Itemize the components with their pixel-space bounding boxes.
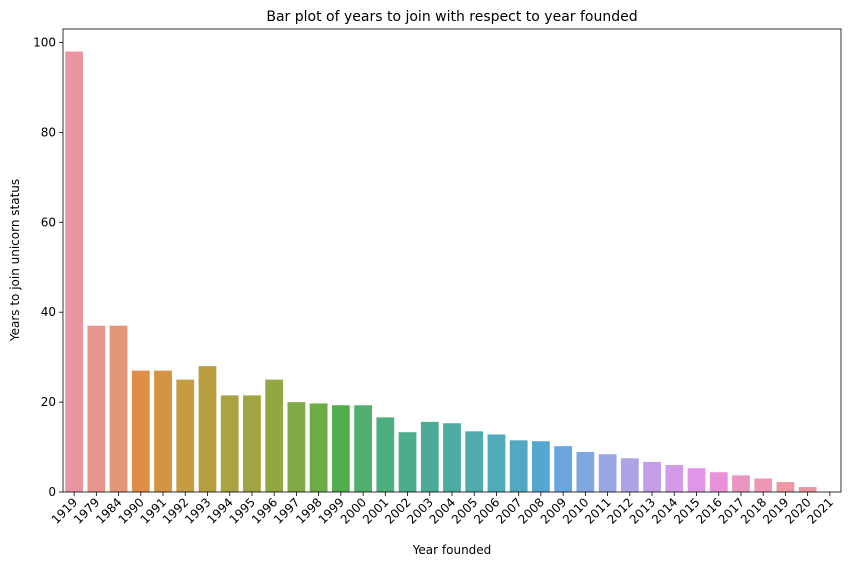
- bar-2008: [532, 441, 550, 492]
- bar-1984: [109, 325, 128, 492]
- bar-2000: [354, 405, 372, 492]
- bar-1990: [131, 370, 150, 492]
- bar-1995: [243, 395, 261, 492]
- plot-frame: [62, 28, 842, 493]
- x-axis-label: Year founded: [412, 543, 492, 557]
- bar-2012: [620, 458, 639, 492]
- bar-1996: [265, 379, 284, 492]
- bar-2006: [487, 434, 506, 492]
- bar-2017: [732, 475, 750, 492]
- y-tick-label: 40: [41, 305, 56, 319]
- bar-2018: [754, 478, 773, 492]
- y-tick-label: 0: [48, 485, 56, 499]
- x-tick-label: 2021: [805, 495, 836, 526]
- bar-2016: [709, 472, 728, 492]
- y-axis-label: Years to join unicorn status: [8, 179, 22, 342]
- x-axis-ticks: 1919197919841990199119921993199419951996…: [49, 492, 836, 527]
- y-tick-label: 100: [33, 35, 56, 49]
- bar-2001: [376, 417, 395, 492]
- bar-1992: [176, 379, 195, 492]
- chart-title: Bar plot of years to join with respect t…: [266, 9, 637, 25]
- bar-2014: [665, 465, 684, 492]
- bar-1994: [220, 395, 239, 492]
- y-tick-label: 60: [41, 215, 56, 229]
- bar-1979: [87, 325, 106, 492]
- bar-1991: [154, 370, 172, 492]
- bar-2011: [598, 454, 617, 492]
- bar-1999: [331, 405, 350, 492]
- bars: [65, 51, 817, 492]
- bar-2005: [465, 431, 484, 492]
- bar-2019: [776, 482, 795, 492]
- bar-1993: [198, 366, 217, 492]
- bar-2007: [509, 440, 528, 492]
- bar-1998: [309, 403, 328, 492]
- y-tick-label: 80: [41, 125, 56, 139]
- bar-2020: [798, 487, 817, 492]
- bar-1919: [65, 51, 83, 492]
- bar-1997: [287, 402, 306, 492]
- bar-2013: [643, 461, 661, 492]
- y-tick-label: 20: [41, 395, 56, 409]
- bar-2003: [420, 421, 439, 492]
- y-axis-ticks: 0 20 40 60 80 100: [33, 35, 63, 499]
- bar-2004: [443, 423, 461, 492]
- bar-2015: [687, 468, 706, 492]
- bar-2002: [398, 432, 417, 492]
- bar-2009: [554, 446, 573, 492]
- bar-2010: [576, 451, 595, 492]
